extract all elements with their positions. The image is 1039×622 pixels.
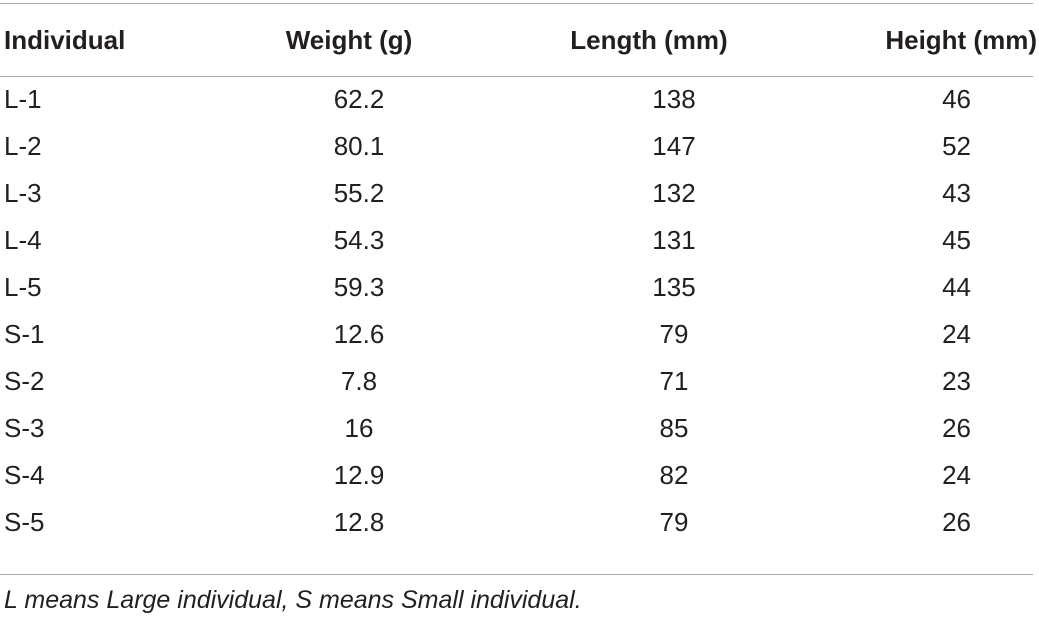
cell-height: 24 bbox=[942, 460, 971, 490]
table-row: S-1 12.6 79 24 bbox=[0, 311, 1037, 358]
cell-individual: S-3 bbox=[4, 413, 45, 443]
cell-height: 52 bbox=[942, 131, 971, 161]
cell-height: 43 bbox=[942, 178, 971, 208]
cell-individual: S-5 bbox=[4, 507, 45, 537]
cell-length: 131 bbox=[652, 225, 696, 255]
table-footnote: L means Large individual, S means Small … bbox=[4, 586, 582, 614]
table-row: L-4 54.3 131 45 bbox=[0, 217, 1037, 264]
table-row: L-5 59.3 135 44 bbox=[0, 264, 1037, 311]
cell-individual: L-1 bbox=[4, 84, 42, 114]
cell-weight: 59.3 bbox=[333, 272, 385, 302]
cell-height: 24 bbox=[942, 319, 971, 349]
bottom-rule bbox=[0, 574, 1033, 575]
cell-length: 138 bbox=[652, 84, 696, 114]
cell-individual: S-1 bbox=[4, 319, 45, 349]
table-row: L-1 62.2 138 46 bbox=[0, 76, 1037, 123]
data-table: Individual Weight (g) Length (mm) Height… bbox=[0, 4, 1037, 546]
cell-individual: S-2 bbox=[4, 366, 45, 396]
cell-height: 45 bbox=[942, 225, 971, 255]
table-row: S-4 12.9 82 24 bbox=[0, 452, 1037, 499]
table-row: L-3 55.2 132 43 bbox=[0, 170, 1037, 217]
cell-length: 85 bbox=[659, 413, 689, 443]
cell-individual: L-2 bbox=[4, 131, 42, 161]
table-row: S-5 12.8 79 26 bbox=[0, 499, 1037, 546]
cell-individual: L-3 bbox=[4, 178, 42, 208]
header-individual: Individual bbox=[4, 24, 126, 55]
cell-height: 26 bbox=[942, 413, 971, 443]
cell-length: 135 bbox=[652, 272, 696, 302]
cell-individual: S-4 bbox=[4, 460, 45, 490]
cell-weight: 12.8 bbox=[333, 507, 385, 537]
cell-length: 147 bbox=[652, 131, 696, 161]
cell-length: 71 bbox=[659, 366, 689, 396]
cell-individual: L-4 bbox=[4, 225, 42, 255]
table-row: S-2 7.8 71 23 bbox=[0, 358, 1037, 405]
cell-weight: 16 bbox=[344, 413, 374, 443]
cell-height: 23 bbox=[942, 366, 971, 396]
cell-weight: 54.3 bbox=[333, 225, 385, 255]
header-rule bbox=[0, 76, 1033, 77]
cell-weight: 12.6 bbox=[333, 319, 385, 349]
cell-weight: 80.1 bbox=[333, 131, 385, 161]
cell-height: 46 bbox=[942, 84, 971, 114]
cell-height: 44 bbox=[942, 272, 971, 302]
cell-weight: 12.9 bbox=[333, 460, 385, 490]
cell-length: 82 bbox=[659, 460, 689, 490]
cell-length: 79 bbox=[659, 319, 689, 349]
header-length: Length (mm) bbox=[570, 24, 728, 55]
cell-individual: L-5 bbox=[4, 272, 42, 302]
cell-weight: 62.2 bbox=[333, 84, 385, 114]
cell-weight: 7.8 bbox=[340, 366, 378, 396]
table-row: L-2 80.1 147 52 bbox=[0, 123, 1037, 170]
top-rule bbox=[0, 3, 1033, 4]
cell-length: 79 bbox=[659, 507, 689, 537]
table-row: S-3 16 85 26 bbox=[0, 405, 1037, 452]
header-height: Height (mm) bbox=[885, 24, 1037, 55]
cell-length: 132 bbox=[652, 178, 696, 208]
header-weight: Weight (g) bbox=[285, 24, 413, 55]
header-row: Individual Weight (g) Length (mm) Height… bbox=[0, 4, 1037, 76]
cell-weight: 55.2 bbox=[333, 178, 385, 208]
cell-height: 26 bbox=[942, 507, 971, 537]
